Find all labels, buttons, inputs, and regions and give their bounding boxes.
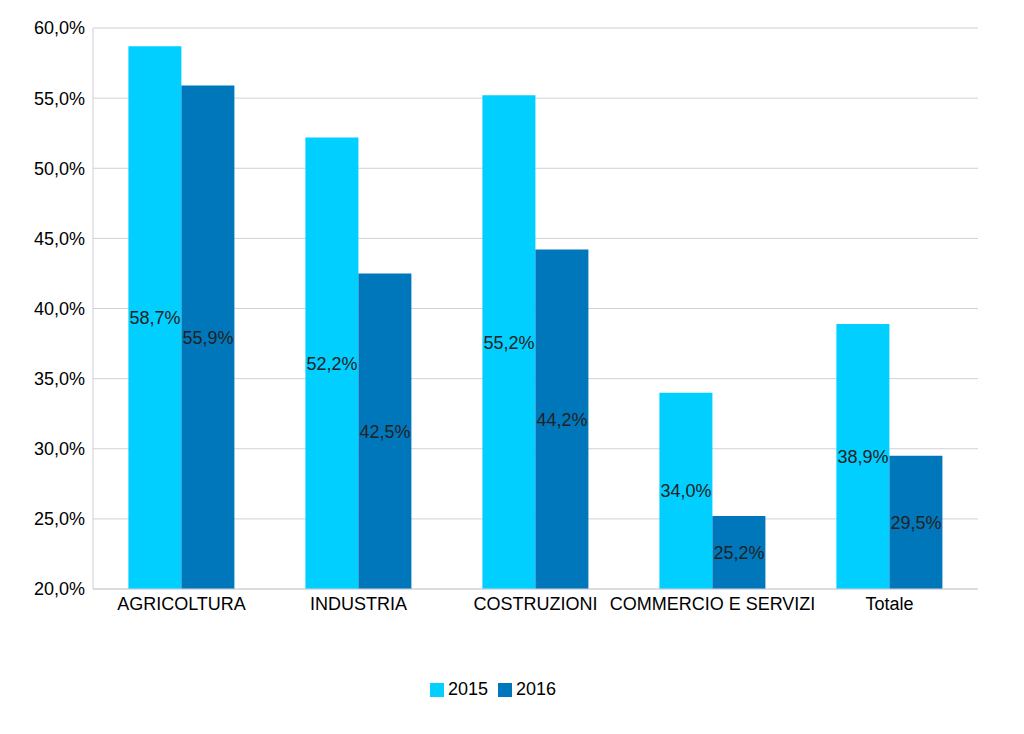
svg-text:30,0%: 30,0% xyxy=(34,439,85,459)
svg-text:Totale: Totale xyxy=(865,594,913,614)
svg-text:42,5%: 42,5% xyxy=(359,422,410,442)
html-text:2015: 2015 xyxy=(448,679,488,699)
svg-text:55,9%: 55,9% xyxy=(182,328,233,348)
svg-text:COMMERCIO E SERVIZI: COMMERCIO E SERVIZI xyxy=(610,594,816,614)
svg-text:44,2%: 44,2% xyxy=(536,410,587,430)
svg-text:45,0%: 45,0% xyxy=(34,229,85,249)
svg-text:25,2%: 25,2% xyxy=(713,543,764,563)
svg-text:COSTRUZIONI: COSTRUZIONI xyxy=(474,594,598,614)
svg-text:55,2%: 55,2% xyxy=(483,333,534,353)
svg-text:34,0%: 34,0% xyxy=(660,481,711,501)
svg-text:55,0%: 55,0% xyxy=(34,89,85,109)
svg-text:AGRICOLTURA: AGRICOLTURA xyxy=(117,594,246,614)
svg-text:60,0%: 60,0% xyxy=(34,18,85,38)
html-text:2016: 2016 xyxy=(516,679,556,699)
svg-text:50,0%: 50,0% xyxy=(34,159,85,179)
svg-text:38,9%: 38,9% xyxy=(837,447,888,467)
svg-text:40,0%: 40,0% xyxy=(34,299,85,319)
svg-text:58,7%: 58,7% xyxy=(129,308,180,328)
svg-text:20,0%: 20,0% xyxy=(34,579,85,599)
svg-text:29,5%: 29,5% xyxy=(890,513,941,533)
svg-text:INDUSTRIA: INDUSTRIA xyxy=(310,594,407,614)
svg-text:52,2%: 52,2% xyxy=(306,354,357,374)
svg-text:25,0%: 25,0% xyxy=(34,509,85,529)
svg-text:35,0%: 35,0% xyxy=(34,369,85,389)
